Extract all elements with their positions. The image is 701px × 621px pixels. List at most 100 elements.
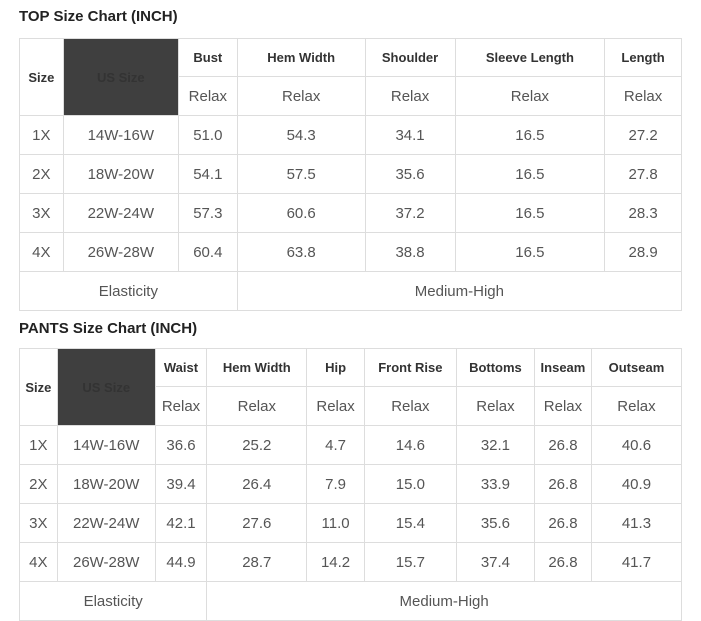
value-cell: 28.7 [206,542,308,582]
pants-fit-cell-inseam: Relax [533,386,592,426]
value-cell: 4.7 [306,425,365,465]
top-fit-cell-bust: Relax [177,76,238,116]
elasticity-value-cell: Medium-High [236,271,683,311]
top-fit-cell-hem-width: Relax [236,76,366,116]
us-size-cell: 26W-28W [56,542,156,582]
value-cell: 57.3 [177,193,238,233]
top-size-chart-section: TOP Size Chart (INCH) Size US Size Bust … [19,8,683,311]
pants-header-us-size: US Size [56,348,156,426]
top-header-length: Length [604,38,682,77]
top-fit-cell-length: Relax [604,76,682,116]
pants-fit-cell-front-rise: Relax [363,386,457,426]
value-cell: 60.6 [236,193,366,233]
top-header-row: Size US Size Bust Hem Width Shoulder Sle… [19,38,682,116]
pants-header-outseam: Outseam [590,348,683,387]
value-cell: 26.8 [533,542,592,582]
value-cell: 44.9 [154,542,208,582]
us-size-cell: 18W-20W [56,464,156,504]
value-cell: 25.2 [206,425,308,465]
pants-header-hem-width: Hem Width [206,348,308,387]
value-cell: 40.6 [590,425,683,465]
pants-size-chart-table: Size US Size Waist Hem Width Hip Front R… [18,348,683,621]
table-row: 3X 22W-24W 57.3 60.6 37.2 16.5 28.3 [19,193,682,233]
table-row: 2X 18W-20W 39.4 26.4 7.9 15.0 33.9 26.8 … [19,464,683,504]
pants-header-bottoms: Bottoms [455,348,535,387]
size-cell: 3X [19,503,58,543]
elasticity-label-cell: Elasticity [19,271,238,311]
pants-fit-cell-hem-width: Relax [206,386,308,426]
us-size-cell: 22W-24W [56,503,156,543]
value-cell: 38.8 [364,232,456,272]
top-header-bust: Bust [177,38,238,77]
value-cell: 27.2 [604,115,682,155]
value-cell: 7.9 [306,464,365,504]
value-cell: 60.4 [177,232,238,272]
size-cell: 1X [19,425,58,465]
table-row: 1X 14W-16W 36.6 25.2 4.7 14.6 32.1 26.8 … [19,425,683,465]
size-cell: 4X [19,542,58,582]
pants-size-chart-section: PANTS Size Chart (INCH) Size US Size Wai… [18,320,683,621]
value-cell: 27.8 [604,154,682,194]
table-row: 4X 26W-28W 60.4 63.8 38.8 16.5 28.9 [19,232,682,272]
table-row: 4X 26W-28W 44.9 28.7 14.2 15.7 37.4 26.8… [19,542,683,582]
top-header-sleeve-length: Sleeve Length [454,38,606,77]
value-cell: 16.5 [454,232,606,272]
table-row: 3X 22W-24W 42.1 27.6 11.0 15.4 35.6 26.8… [19,503,683,543]
value-cell: 26.8 [533,464,592,504]
value-cell: 63.8 [236,232,366,272]
value-cell: 26.4 [206,464,308,504]
value-cell: 16.5 [454,193,606,233]
value-cell: 16.5 [454,115,606,155]
value-cell: 27.6 [206,503,308,543]
value-cell: 35.6 [455,503,535,543]
elasticity-row: Elasticity Medium-High [19,271,683,311]
value-cell: 39.4 [154,464,208,504]
value-cell: 41.7 [590,542,683,582]
value-cell: 33.9 [455,464,535,504]
value-cell: 26.8 [533,503,592,543]
top-fit-cell-shoulder: Relax [364,76,456,116]
value-cell: 32.1 [455,425,535,465]
us-size-cell: 18W-20W [62,154,179,194]
pants-fit-cell-outseam: Relax [590,386,683,426]
size-cell: 4X [19,232,64,272]
value-cell: 57.5 [236,154,366,194]
elasticity-row: Elasticity Medium-High [18,581,682,621]
size-cell: 1X [19,115,64,155]
us-size-cell: 14W-16W [56,425,156,465]
pants-header-row: Size US Size Waist Hem Width Hip Front R… [19,348,683,426]
size-cell: 3X [19,193,64,233]
pants-header-size: Size [19,348,58,426]
size-cell: 2X [19,464,58,504]
value-cell: 40.9 [590,464,683,504]
top-header-size: Size [19,38,64,116]
pants-header-inseam: Inseam [533,348,592,387]
table-row: 2X 18W-20W 54.1 57.5 35.6 16.5 27.8 [19,154,682,194]
value-cell: 36.6 [154,425,208,465]
size-charts-container: TOP Size Chart (INCH) Size US Size Bust … [18,8,683,621]
value-cell: 26.8 [533,425,592,465]
pants-fit-cell-waist: Relax [154,386,208,426]
value-cell: 51.0 [177,115,238,155]
value-cell: 54.3 [236,115,366,155]
value-cell: 35.6 [364,154,456,194]
elasticity-label-cell: Elasticity [18,581,208,621]
us-size-cell: 26W-28W [62,232,179,272]
value-cell: 42.1 [154,503,208,543]
value-cell: 14.6 [363,425,457,465]
top-fit-cell-sleeve-length: Relax [454,76,606,116]
value-cell: 15.4 [363,503,457,543]
top-size-chart-table: Size US Size Bust Hem Width Shoulder Sle… [19,38,683,311]
size-cell: 2X [19,154,64,194]
pants-fit-cell-bottoms: Relax [455,386,535,426]
pants-chart-title: PANTS Size Chart (INCH) [19,320,198,337]
value-cell: 37.4 [455,542,535,582]
us-size-cell: 14W-16W [62,115,179,155]
value-cell: 14.2 [306,542,365,582]
value-cell: 37.2 [364,193,456,233]
value-cell: 28.3 [604,193,682,233]
value-cell: 15.0 [363,464,457,504]
pants-fit-row: Relax Relax Relax Relax Relax Relax Rela… [20,386,683,426]
value-cell: 16.5 [454,154,606,194]
table-row: 1X 14W-16W 51.0 54.3 34.1 16.5 27.2 [19,115,682,155]
